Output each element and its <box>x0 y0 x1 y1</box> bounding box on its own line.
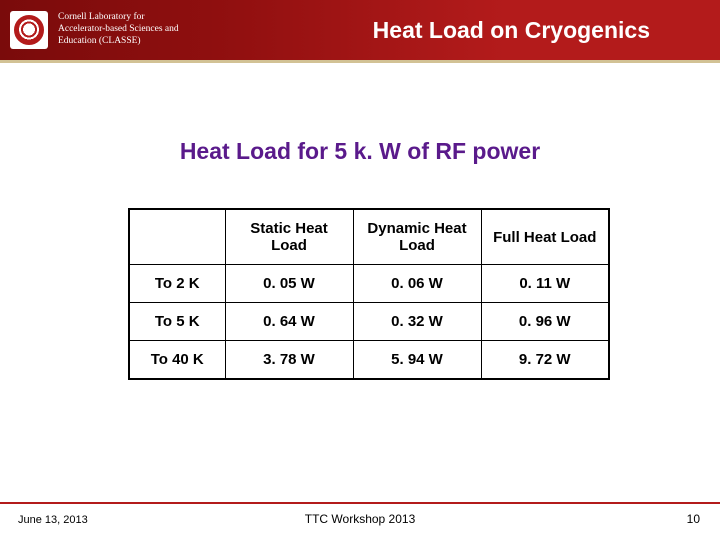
row-label: To 40 K <box>129 341 225 380</box>
slide-title: Heat Load on Cryogenics <box>373 17 650 44</box>
cell: 0. 64 W <box>225 303 353 341</box>
row-label: To 2 K <box>129 265 225 303</box>
cell: 0. 05 W <box>225 265 353 303</box>
col-full: Full Heat Load <box>481 209 609 265</box>
cell: 0. 06 W <box>353 265 481 303</box>
lab-name: Cornell Laboratory for Accelerator-based… <box>58 12 179 48</box>
cell: 0. 32 W <box>353 303 481 341</box>
table-row: To 2 K 0. 05 W 0. 06 W 0. 11 W <box>129 265 609 303</box>
seal-inner-icon <box>14 15 44 45</box>
lab-name-line3: Education (CLASSE) <box>58 36 179 48</box>
footer-page: 10 <box>687 512 700 526</box>
col-blank <box>129 209 225 265</box>
cell: 3. 78 W <box>225 341 353 380</box>
cell: 0. 11 W <box>481 265 609 303</box>
footer-center: TTC Workshop 2013 <box>0 512 720 526</box>
section-title: Heat Load for 5 k. W of RF power <box>0 138 720 165</box>
footer-rule <box>0 502 720 504</box>
lab-name-line2: Accelerator-based Sciences and <box>58 24 179 36</box>
table-row: To 5 K 0. 64 W 0. 32 W 0. 96 W <box>129 303 609 341</box>
row-label: To 5 K <box>129 303 225 341</box>
col-static: Static Heat Load <box>225 209 353 265</box>
slide: Cornell Laboratory for Accelerator-based… <box>0 0 720 540</box>
heat-load-table: Static Heat Load Dynamic Heat Load Full … <box>128 208 610 380</box>
cell: 5. 94 W <box>353 341 481 380</box>
table-header-row: Static Heat Load Dynamic Heat Load Full … <box>129 209 609 265</box>
cornell-seal-icon <box>10 11 48 49</box>
col-dynamic: Dynamic Heat Load <box>353 209 481 265</box>
cell: 9. 72 W <box>481 341 609 380</box>
lab-name-line1: Cornell Laboratory for <box>58 12 179 24</box>
table-row: To 40 K 3. 78 W 5. 94 W 9. 72 W <box>129 341 609 380</box>
cell: 0. 96 W <box>481 303 609 341</box>
header-band: Cornell Laboratory for Accelerator-based… <box>0 0 720 60</box>
